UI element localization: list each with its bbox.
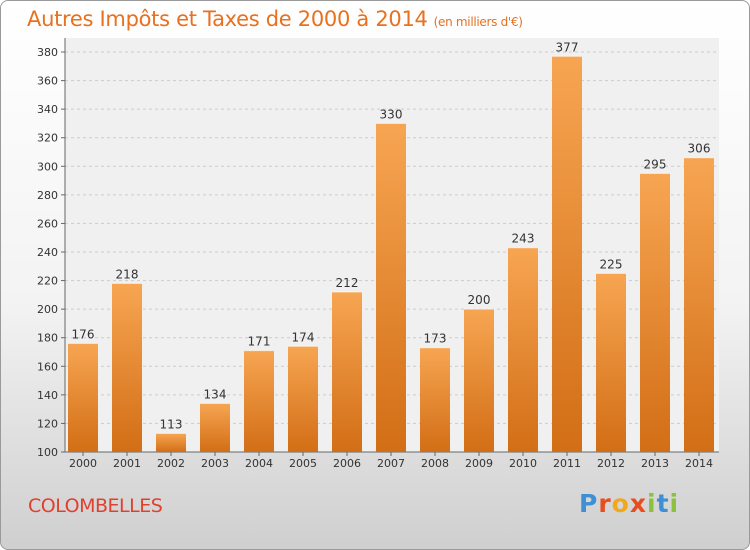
- data-label: 377: [556, 40, 579, 54]
- x-tick-label: 2004: [245, 457, 273, 470]
- logo-letter: i: [669, 489, 680, 518]
- y-tick-label: 140: [37, 389, 58, 402]
- x-tick-label: 2014: [685, 457, 713, 470]
- bar: [200, 403, 230, 452]
- logo-letter: x: [629, 489, 647, 518]
- bar: [640, 173, 670, 452]
- chart-title: Autres Impôts et Taxes de 2000 à 2014 (en…: [27, 7, 523, 31]
- y-tick-label: 260: [37, 217, 58, 230]
- bar: [596, 273, 626, 452]
- data-label: 306: [688, 142, 711, 156]
- y-tick-label: 380: [37, 46, 58, 59]
- bar: [376, 123, 406, 452]
- y-tick-label: 180: [37, 332, 58, 345]
- bar: [420, 347, 450, 452]
- y-tick-label: 320: [37, 132, 58, 145]
- y-tick-label: 160: [37, 360, 58, 373]
- x-tick-label: 2009: [465, 457, 493, 470]
- data-label: 218: [116, 267, 139, 281]
- x-tick-label: 2000: [69, 457, 97, 470]
- x-tick-label: 2013: [641, 457, 669, 470]
- x-tick-label: 2010: [509, 457, 537, 470]
- y-tick-label: 200: [37, 303, 58, 316]
- x-tick-label: 2002: [157, 457, 185, 470]
- data-label: 113: [160, 417, 183, 431]
- data-label: 134: [204, 387, 227, 401]
- logo-letter: t: [656, 489, 670, 518]
- logo-letter: r: [598, 489, 612, 518]
- data-label: 243: [512, 232, 535, 246]
- bar: [332, 292, 362, 452]
- y-tick-label: 360: [37, 75, 58, 88]
- x-tick-label: 2001: [113, 457, 141, 470]
- x-tick-label: 2006: [333, 457, 361, 470]
- data-label: 174: [292, 330, 315, 344]
- x-tick-label: 2011: [553, 457, 581, 470]
- x-tick-label: 2007: [377, 457, 405, 470]
- bar: [156, 433, 186, 452]
- chart-subtitle: (en milliers d'€): [433, 15, 523, 29]
- y-tick-label: 240: [37, 246, 58, 259]
- bar: [508, 247, 538, 452]
- x-tick-label: 2005: [289, 457, 317, 470]
- logo-letter: P: [579, 489, 599, 518]
- y-tick-label: 340: [37, 103, 58, 116]
- data-label: 295: [644, 157, 667, 171]
- bar: [684, 157, 714, 452]
- data-label: 225: [600, 257, 623, 271]
- bar: [112, 283, 142, 452]
- y-tick-label: 280: [37, 189, 58, 202]
- x-tick-label: 2012: [597, 457, 625, 470]
- bar: [552, 56, 582, 453]
- y-tick-label: 120: [37, 417, 58, 430]
- bar: [68, 343, 98, 452]
- logo-letter: o: [611, 489, 630, 518]
- data-label: 176: [72, 327, 95, 341]
- proxiti-logo: Proxiti: [579, 489, 679, 518]
- data-label: 173: [424, 332, 447, 346]
- bar: [288, 346, 318, 452]
- y-tick-label: 220: [37, 275, 58, 288]
- data-label: 200: [468, 293, 491, 307]
- x-tick-label: 2008: [421, 457, 449, 470]
- data-label: 212: [336, 276, 359, 290]
- bar: [464, 309, 494, 452]
- data-label: 171: [248, 335, 271, 349]
- logo-letter: i: [647, 489, 657, 518]
- commune-name: COLOMBELLES: [28, 495, 163, 517]
- bar: [244, 350, 274, 452]
- y-tick-label: 300: [37, 160, 58, 173]
- y-tick-label: 100: [37, 446, 58, 459]
- x-tick-label: 2003: [201, 457, 229, 470]
- data-label: 330: [380, 107, 403, 121]
